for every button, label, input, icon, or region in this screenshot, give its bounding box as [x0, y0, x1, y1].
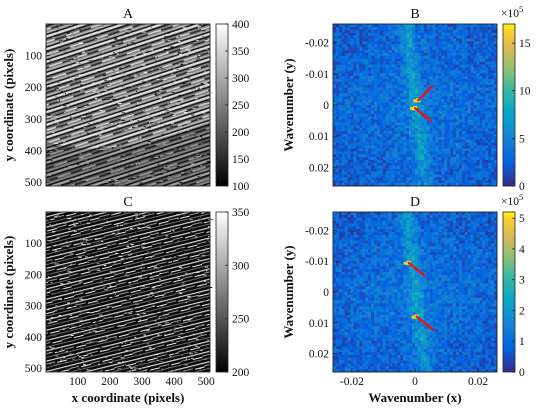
colorbar-tick-label: 250 — [232, 100, 250, 112]
colorbar-scale-label: ×105 — [501, 192, 523, 208]
spectrum-heatmap — [333, 24, 498, 187]
y-axis-label: Wavenumber (y) — [281, 245, 296, 338]
colorbar-tick-label: 3 — [519, 275, 525, 287]
y-tick-label: 0.02 — [309, 162, 329, 174]
y-tick-label: 400 — [25, 146, 43, 158]
panel-title: A — [123, 7, 134, 22]
colorbar: 5 4 3 2 1 0 ×105 — [501, 192, 525, 379]
x-tick-label: -0.02 — [340, 376, 364, 388]
colorbar-tick-label: 100 — [232, 181, 250, 193]
colorbar-tick-label: 250 — [232, 314, 250, 326]
colorbar-tick-label: 4 — [519, 244, 525, 256]
y-tick-label: 200 — [25, 269, 43, 281]
y-axis-label: y coordinate (pixels) — [1, 236, 16, 349]
panel-c: C 100 200 300 400 500 100 200 300 400 500 y coordin… — [1, 195, 250, 405]
colorbar-tick-label: 10 — [519, 86, 531, 98]
peak-arrow — [407, 261, 426, 277]
spectrum-heatmap — [333, 212, 498, 373]
peak-arrow — [415, 315, 434, 331]
panel-d: D -0.02 -0.01 0 0.01 0.02 -0.02 0 0.02 Wavenumber… — [281, 192, 525, 405]
y-tick-label: 0.01 — [309, 131, 329, 143]
image-speckle — [46, 212, 214, 373]
y-axis-label: y coordinate (pixels) — [1, 49, 16, 162]
y-tick-label: -0.01 — [305, 256, 329, 268]
colorbar-tick-label: 5 — [519, 133, 525, 145]
y-tick-label: -0.02 — [305, 38, 329, 50]
y-tick-label: -0.02 — [305, 226, 329, 238]
grayscale-image — [46, 24, 210, 186]
colorbar-tick-label: 350 — [232, 46, 250, 58]
panel-title: C — [123, 195, 132, 210]
y-tick-label: 0 — [323, 100, 329, 112]
image-speckle — [46, 24, 213, 187]
colorbar: 15 10 5 0 ×105 — [501, 4, 531, 193]
colorbar-tick-label: 0 — [519, 367, 525, 379]
colorbar-tick-label: 0 — [519, 181, 525, 193]
colorbar-gradient — [502, 211, 516, 373]
panel-title: D — [410, 195, 420, 210]
colorbar-tick-label: 15 — [519, 38, 531, 50]
y-tick-label: 500 — [25, 177, 43, 189]
spectral-peak-halo — [411, 315, 415, 319]
spectral-peak-halo — [413, 99, 417, 103]
panel-b: B -0.02 -0.01 0 0.01 0.02 Wavenumber (y) 15 10 5 0… — [281, 4, 531, 193]
y-tick-label: 500 — [25, 363, 43, 375]
panel-title: B — [410, 7, 419, 22]
y-axis-label: Wavenumber (y) — [281, 58, 296, 151]
colorbar: 350 300 250 200 — [215, 207, 250, 379]
colorbar-tick-label: 2 — [519, 306, 525, 318]
x-tick-label: 0.02 — [468, 376, 488, 388]
dark-region — [46, 121, 210, 186]
peak-arrow — [417, 85, 434, 102]
colorbar-tick-label: 300 — [232, 73, 250, 85]
panel-a: A 100 200 300 400 500 y coordinate (pixels) 400… — [1, 7, 250, 193]
colorbar-tick-label: 1 — [519, 336, 525, 348]
y-tick-label: -0.01 — [305, 69, 329, 81]
y-tick-label: 300 — [25, 114, 43, 126]
x-tick-label: 0 — [412, 376, 418, 388]
y-tick-label: 400 — [25, 332, 43, 344]
axes-frame — [45, 211, 211, 373]
x-axis-label: Wavenumber (x) — [368, 390, 461, 405]
y-tick-label: 0 — [323, 287, 329, 299]
axes-frame — [45, 23, 211, 187]
colorbar-tick-label: 350 — [232, 207, 250, 219]
y-tick-label: 0.01 — [309, 318, 329, 330]
y-tick-label: 300 — [25, 301, 43, 313]
y-tick-label: 100 — [25, 238, 43, 250]
colorbar-tick-label: 5 — [519, 213, 525, 225]
x-tick-label: 500 — [197, 376, 215, 388]
colorbar-tick-label: 400 — [232, 19, 250, 31]
colorbar-tick-label: 200 — [232, 127, 250, 139]
y-tick-label: 100 — [25, 50, 43, 62]
colorbar-tick-label: 300 — [232, 260, 250, 272]
colorbar-tick-label: 150 — [232, 154, 250, 166]
spectral-peak-halo — [410, 107, 413, 111]
x-tick-label: 300 — [133, 376, 151, 388]
x-tick-label: 100 — [69, 376, 87, 388]
x-tick-label: 200 — [101, 376, 119, 388]
x-axis-label: x coordinate (pixels) — [72, 390, 185, 405]
colorbar-scale-label: ×105 — [501, 4, 523, 20]
colorbar-tick-label: 200 — [232, 367, 250, 379]
colorbar-gradient — [215, 211, 229, 373]
y-tick-label: 0.02 — [309, 349, 329, 361]
spectral-peak-halo — [403, 261, 407, 265]
peak-arrow — [413, 106, 433, 123]
x-tick-label: 400 — [165, 376, 183, 388]
y-tick-label: 200 — [25, 82, 43, 94]
colorbar-gradient — [502, 23, 516, 187]
colorbar: 400 350 300 250 200 150 100 — [215, 19, 250, 193]
